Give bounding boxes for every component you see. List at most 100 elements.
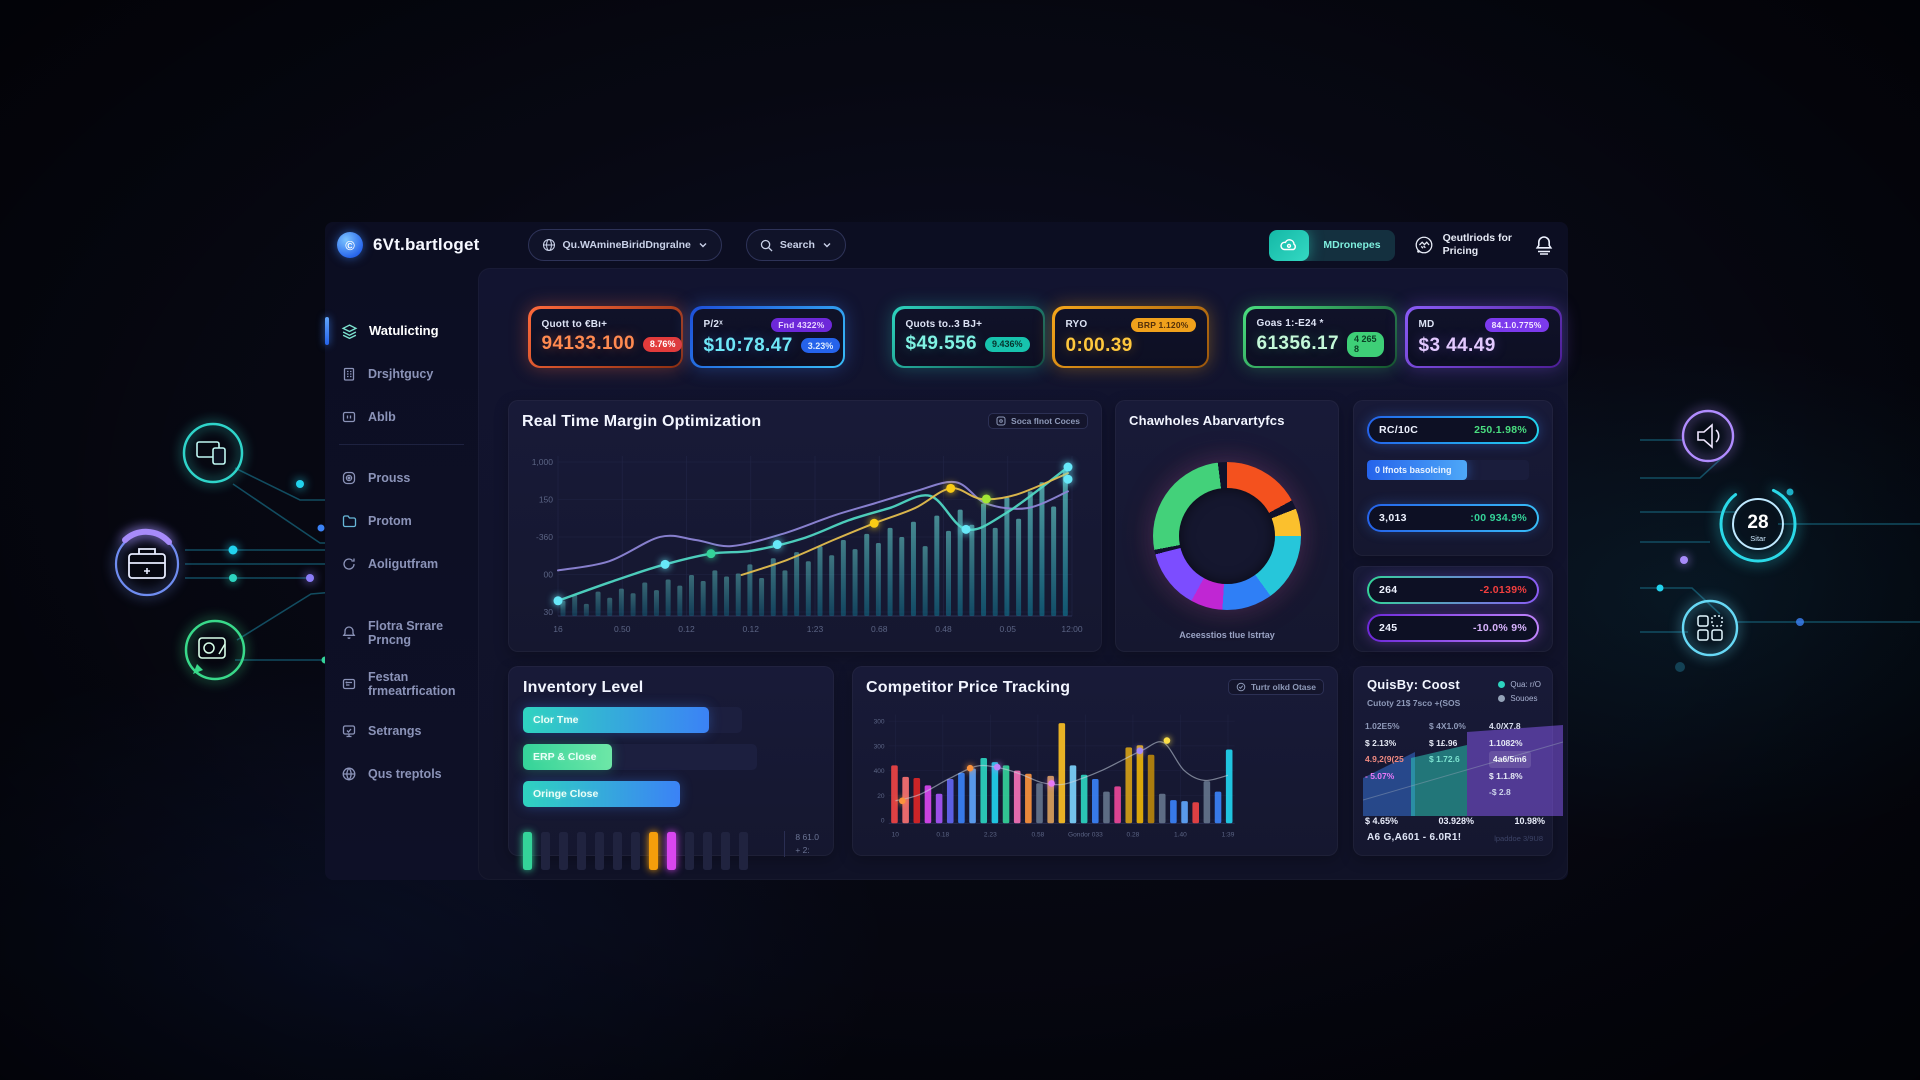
svg-text:16: 16: [553, 624, 563, 634]
sidebar-divider: [339, 444, 464, 445]
ticker-label: RYO: [1065, 319, 1088, 330]
inventory-tick: [667, 832, 676, 870]
monitor-icon: [342, 725, 356, 738]
sidebar-item-qus-treptols[interactable]: Qus treptols: [325, 757, 478, 791]
primary-action-label: MDronepes: [1323, 239, 1381, 251]
inventory-bar-label: Oringe Close: [533, 788, 599, 800]
sidebar-item-watulicting[interactable]: Watulicting: [325, 314, 478, 348]
svg-text:1,000: 1,000: [532, 457, 554, 467]
sidebar: Watulicting Drsjhtgucy Ablb Prouss Proto…: [325, 268, 478, 880]
grid-icon: [1681, 599, 1739, 657]
stat-pill-245: 245 -10.0% 9%: [1367, 614, 1539, 642]
ticker-change-badge: 8.76%: [642, 336, 683, 352]
inventory-bar-label: Clor Tme: [533, 714, 579, 726]
ticker-value: $3 44.49: [1418, 334, 1496, 356]
notifications-button[interactable]: [1530, 231, 1558, 259]
svg-text:20: 20: [877, 793, 885, 800]
methods-label-line2: Pricing: [1442, 245, 1479, 257]
inventory-bar: Clor Tme: [523, 707, 819, 733]
inventory-tick: [595, 832, 604, 870]
competitor-chart: 10 0.18 2.23 0.58 Gondor 033 0.28 1.40 1:39 300 3…: [874, 714, 1235, 838]
sidebar-item-setrangs[interactable]: Setrangs: [325, 714, 478, 748]
legend-dot-gray: [1498, 694, 1506, 702]
quisby-footer: A6 G,A601 - 6.0R1!: [1367, 832, 1462, 843]
quisby-title: QuisBy: Coost: [1367, 677, 1460, 692]
quisby-totals: $ 4.65% 03.928% 10.98%: [1365, 816, 1545, 826]
ticker-card-1[interactable]: Quott to €Bı+ 94133.100 8.76%: [528, 306, 683, 368]
panel-icon: [342, 678, 356, 690]
lens-icon: [342, 471, 356, 485]
competitor-panel: Competitor Price Tracking Turtr olkd Ota…: [852, 666, 1338, 856]
svg-text:0.12: 0.12: [742, 624, 759, 634]
ticker-card-6[interactable]: MD 84.1.0.775% $3 44.49: [1405, 306, 1562, 368]
sidebar-item-flotra-pricing[interactable]: Flotra Srrare Prncng: [325, 612, 478, 654]
svg-text:400: 400: [874, 768, 885, 775]
ticker-change-badge: 4 265 8: [1346, 331, 1384, 357]
ticker-card-2[interactable]: P/2ˣ Fnd 4322% $10:78.47 3.23%: [690, 306, 845, 368]
ticker-value: 61356.17: [1256, 333, 1339, 354]
market-dropdown[interactable]: Qu.WAmineBiridDngralne: [527, 229, 722, 261]
ticker-top-badge: Fnd 4322%: [771, 317, 832, 332]
ticker-change-badge: 9.436%: [984, 336, 1030, 352]
sidebar-label: Setrangs: [368, 723, 422, 738]
ticker-change-badge: 3.23%: [800, 338, 841, 353]
inventory-title: Inventory Level: [523, 679, 644, 696]
progress-ring-badge: 28 Sitar: [1719, 485, 1797, 563]
logo-icon: ©: [337, 232, 363, 258]
sidebar-label: Qus treptols: [368, 766, 442, 781]
methods-for-pricing[interactable]: Qeutlriods for Pricing: [1413, 232, 1512, 257]
search-label: Search: [779, 239, 815, 251]
quisby-subtitle: Cutoty 21$ 7sco +(SOS: [1367, 698, 1461, 708]
globe-icon: [542, 238, 555, 252]
quisby-cost-panel: QuisBy: Coost Qua: r/O Souoes Cutoty 21$…: [1353, 666, 1563, 856]
analytics-donut-panel: Chawholes Abarvartyfcs Aceesstios tlue l…: [1115, 400, 1339, 652]
briefcase-icon: [114, 528, 180, 597]
sidebar-item-ablb[interactable]: Ablb: [325, 400, 478, 434]
sidebar-item-prouss[interactable]: Prouss: [325, 461, 478, 495]
margin-optimization-panel: Real Time Margin Optimization Soca flnot…: [508, 400, 1102, 652]
dashboard: © 6Vt.bartloget Qu.WAmineBiridDngralne S…: [325, 222, 1568, 880]
header: © 6Vt.bartloget Qu.WAmineBiridDngralne S…: [325, 222, 1568, 268]
donut-caption: Aceesstios tlue lstrtay: [1179, 630, 1275, 640]
margin-panel-filter-chip[interactable]: Soca flnot Coces: [988, 413, 1088, 429]
competitor-filter-chip[interactable]: Turtr olkd Otase: [1227, 679, 1324, 695]
svg-text:30: 30: [544, 607, 554, 617]
svg-text:0: 0: [881, 817, 885, 824]
stat-value: 250.1.98%: [1474, 424, 1527, 436]
sidebar-item-aoligutfram[interactable]: Aoligutfram: [325, 547, 478, 581]
ticker-value: 0:00.39: [1065, 334, 1133, 356]
svg-text:300: 300: [874, 719, 885, 726]
inventory-bars: Clor Tme ERP & Close Oringe Close: [523, 707, 819, 807]
stats-panel-bottom: 264 -2.0139% 245 -10.0% 9%: [1353, 566, 1553, 652]
quisby-legend: Qua: r/O Souoes: [1498, 678, 1541, 705]
handshake-icon: [1415, 236, 1433, 254]
quisby-value: $ 1£.96: [1429, 737, 1458, 748]
sidebar-item-protom[interactable]: Protom: [325, 504, 478, 538]
sidebar-label: Festan frmeatrfication: [368, 669, 456, 698]
ticker-card-4[interactable]: RYO BRP 1.120% 0:00.39: [1052, 306, 1209, 368]
ticker-card-5[interactable]: Goas 1:-E24 * 61356.17 4 265 8: [1243, 306, 1397, 368]
svg-text:10: 10: [892, 831, 900, 838]
ticker-label: Quott to €Bı+: [541, 319, 608, 330]
search-input[interactable]: Search: [745, 229, 846, 261]
sidebar-item-drsjhtgucy[interactable]: Drsjhtgucy: [325, 357, 478, 391]
quisby-value: $ 4X1.0%: [1429, 721, 1466, 731]
svg-text:0.50: 0.50: [614, 624, 631, 634]
svg-text:0.28: 0.28: [1127, 831, 1140, 838]
inventory-bar: Oringe Close: [523, 781, 819, 807]
inventory-ticks: [523, 832, 748, 870]
inventory-tick: [613, 832, 622, 870]
ticker-label: Quots to..3 BJ+: [905, 319, 983, 330]
market-dropdown-label: Qu.WAmineBiridDngralne: [562, 239, 691, 251]
inventory-tick: [649, 832, 658, 870]
quisby-value: 1.02E5%: [1365, 721, 1400, 731]
quisby-value: 1.1082%: [1489, 737, 1523, 748]
stat-value: -10.0% 9%: [1472, 622, 1527, 634]
ticker-card-3[interactable]: Quots to..3 BJ+ $49.556 9.436%: [892, 306, 1045, 368]
sidebar-item-festan[interactable]: Festan frmeatrfication: [325, 663, 478, 705]
svg-text:-360: -360: [536, 532, 553, 542]
primary-action-button[interactable]: MDronepes: [1269, 229, 1395, 261]
quisby-note: lpaddoe 3/9U8: [1494, 834, 1543, 843]
quisby-area-chart: [1363, 725, 1563, 816]
